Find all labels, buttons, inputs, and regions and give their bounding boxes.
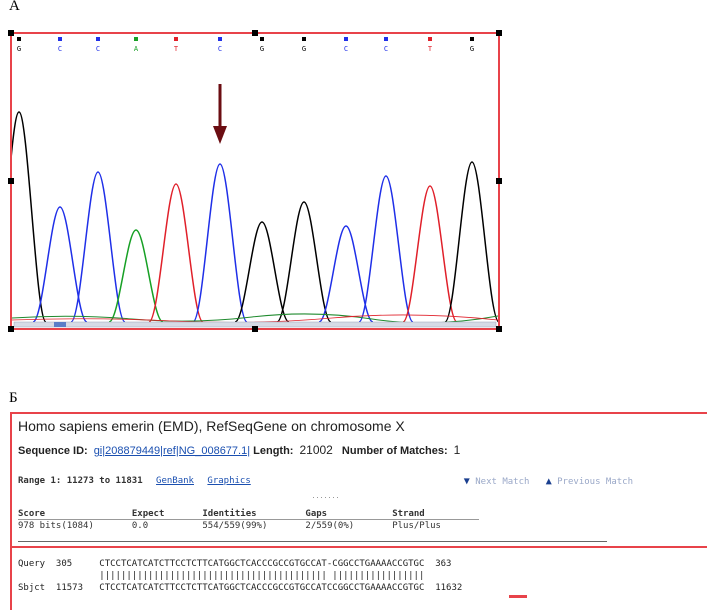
hit-title: Homo sapiens emerin (EMD), RefSeqGene on…	[18, 418, 405, 434]
base-call-label: G	[260, 45, 264, 53]
section-divider	[12, 546, 707, 548]
base-call-label: C	[58, 45, 62, 53]
matches-label: Number of Matches:	[341, 445, 448, 457]
graphics-link[interactable]: Graphics	[207, 476, 251, 486]
resize-handle-bottom-right[interactable]	[496, 326, 502, 332]
stats-header: Strand	[392, 509, 479, 520]
chromatogram-peak	[358, 175, 414, 323]
chromatogram-peak	[318, 225, 374, 323]
base-call-label: A	[134, 45, 139, 53]
base-marker	[174, 37, 178, 41]
stats-header: Score	[18, 509, 132, 520]
stats-value: 978 bits(1084)	[18, 521, 94, 531]
base-marker	[17, 37, 21, 41]
trace-scrollbar-thumb[interactable]	[54, 322, 66, 327]
mutation-arrow-head	[213, 126, 227, 144]
resize-handle-bottom-left[interactable]	[8, 326, 14, 332]
stats-value: 0.0	[131, 521, 149, 531]
base-marker	[344, 37, 348, 41]
previous-match-icon: ▲	[545, 476, 552, 487]
length-value: 21002	[299, 443, 333, 457]
matches-value: 1	[453, 443, 461, 457]
base-call-label: C	[218, 45, 222, 53]
chromatogram-peak	[192, 163, 248, 323]
chromatogram-peak	[70, 171, 126, 323]
chromatogram-peak	[276, 201, 332, 323]
range-text: Range 1: 11273 to 11831	[18, 476, 143, 486]
stats-header: Gaps	[305, 509, 393, 520]
mismatch-highlight	[509, 595, 527, 598]
resize-handle-bottom-middle[interactable]	[252, 326, 258, 332]
resize-handle-top-middle[interactable]	[252, 30, 258, 36]
panel-a-label: A	[9, 0, 20, 14]
query-line: Query 305 CTCCTCATCATCTTCCTCTTCATGGCTCAC…	[18, 559, 452, 569]
sbjct-line: Sbjct 11573 CTCCTCATCATCTTCCTCTTCATGGCTC…	[18, 583, 463, 593]
chromatogram-peak	[108, 229, 164, 323]
resize-handle-middle-left[interactable]	[8, 178, 14, 184]
base-marker	[134, 37, 138, 41]
sequence-info-row: Sequence ID: gi|208879449|ref|NG_008677.1…	[18, 443, 466, 457]
sequence-id-label: Sequence ID:	[18, 445, 88, 457]
base-call-label: C	[344, 45, 348, 53]
base-marker	[384, 37, 388, 41]
base-call-label: C	[384, 45, 388, 53]
base-call-label: G	[470, 45, 474, 53]
chromatogram-peak	[12, 111, 47, 323]
base-call-label: G	[302, 45, 306, 53]
match-line: ||||||||||||||||||||||||||||||||||||||||…	[18, 571, 425, 581]
next-match-link[interactable]: Next Match	[475, 477, 530, 487]
chromatogram-peak	[148, 183, 204, 323]
sequence-id-link[interactable]: gi|208879449|ref|NG_008677.1|	[93, 445, 251, 457]
stats-value: 2/559(0%)	[305, 521, 355, 531]
base-marker	[58, 37, 62, 41]
length-label: Length:	[253, 445, 294, 457]
alignment-stats-table: Score Expect Identities Gaps Strand 978 …	[18, 509, 479, 531]
resize-handle-top-left[interactable]	[8, 30, 14, 36]
base-call-label: T	[428, 45, 433, 53]
stats-value: 554/559(99%)	[202, 521, 268, 531]
stats-divider	[18, 541, 607, 542]
next-match-icon: ▼	[463, 476, 470, 487]
match-navigation: ▼ Next Match ▲ Previous Match	[464, 476, 633, 487]
stats-header: Expect	[131, 509, 203, 520]
blast-result-panel: Homo sapiens emerin (EMD), RefSeqGene on…	[10, 412, 707, 610]
genbank-link[interactable]: GenBank	[156, 476, 194, 486]
base-call-label: C	[96, 45, 100, 53]
base-marker	[96, 37, 100, 41]
chromatogram-peak	[444, 161, 498, 323]
chromatogram-peak	[402, 185, 458, 323]
stats-header: Identities	[202, 509, 306, 520]
previous-match-link[interactable]: Previous Match	[557, 477, 633, 487]
range-row: Range 1: 11273 to 11831 GenBank Graphics	[18, 476, 251, 486]
resize-handle-top-right[interactable]	[496, 30, 502, 36]
stats-value: Plus/Plus	[392, 521, 441, 531]
resize-handle-middle-right[interactable]	[496, 178, 502, 184]
separator-dots: ·······	[312, 492, 340, 502]
panel-b-label: Б	[9, 390, 18, 406]
base-marker	[302, 37, 306, 41]
base-call-label: T	[174, 45, 179, 53]
chromatogram-peak	[234, 221, 290, 323]
base-call-label: G	[17, 45, 21, 53]
base-marker	[218, 37, 222, 41]
base-marker	[260, 37, 264, 41]
base-marker	[470, 37, 474, 41]
sequence-alignment: Query 305 CTCCTCATCATCTTCCTCTTCATGGCTCAC…	[18, 558, 462, 594]
base-marker	[428, 37, 432, 41]
